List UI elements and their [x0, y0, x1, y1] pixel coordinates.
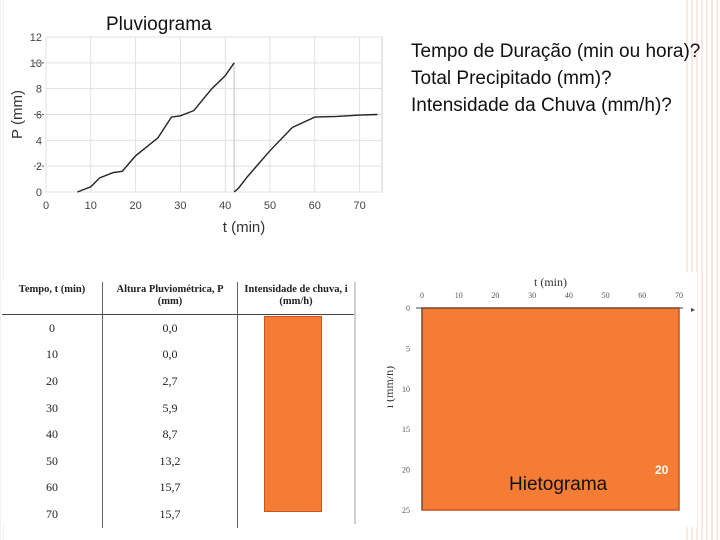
header-time: Tempo, t (min) [2, 282, 103, 315]
y-tick-label: 2 [36, 161, 42, 173]
intensity-answer-box [264, 316, 322, 512]
hietograma-fill-area [421, 307, 680, 511]
data-table: Tempo, t (min) Altura Pluviométrica, P (… [2, 282, 354, 528]
x-axis-arrow: ▸ [691, 305, 695, 314]
y-tick-label: 6 [36, 110, 42, 122]
y-tick-label: 0 [406, 304, 410, 313]
x-axis-label: t (min) [223, 219, 266, 236]
y-tick-label: 20 [402, 466, 410, 475]
cell-time: 30 [2, 394, 103, 422]
y-tick-label: 10 [402, 385, 410, 394]
y-axis-label: P (mm) [9, 90, 26, 139]
hietograma-label: Hietograma [509, 474, 608, 495]
x-tick-label: 0 [43, 200, 49, 212]
cell-height: 0,0 [102, 314, 238, 342]
y-tick-label: 0 [36, 187, 42, 199]
table-shadow-decor [354, 282, 356, 524]
table-row: 0 0,0 [2, 314, 354, 342]
x-tick-label: 30 [528, 291, 536, 300]
x-tick-label: 50 [602, 291, 610, 300]
cell-height: 0,0 [102, 341, 238, 369]
header-intensity: Intensidade de chuva, i (mm/h) [237, 282, 354, 315]
cell-time: 70 [2, 501, 103, 528]
table-row: 40 8,7 [2, 421, 354, 448]
cell-time: 20 [2, 368, 103, 395]
table-header-row: Tempo, t (min) Altura Pluviométrica, P (… [2, 282, 354, 315]
y-tick-label: 4 [36, 135, 42, 147]
x-tick-label: 40 [219, 200, 231, 212]
series-line-1 [77, 62, 235, 193]
y-tick-label: 15 [402, 425, 410, 434]
pluviograma-title: Pluviograma [104, 14, 214, 36]
table-row: 50 13,2 [2, 447, 354, 475]
series-line-2 [233, 113, 378, 193]
x-tick-label: 60 [638, 291, 646, 300]
question-total: Total Precipitado (mm)? [411, 68, 612, 89]
header-height: Altura Pluviométrica, P (mm) [102, 282, 238, 315]
cell-time: 40 [2, 421, 103, 448]
x-tick-label: 20 [129, 200, 141, 212]
cell-time: 10 [2, 341, 103, 369]
cell-time: 60 [2, 474, 103, 502]
x-tick-label: 20 [491, 291, 499, 300]
x-tick-label: 50 [264, 200, 276, 212]
cell-height: 15,7 [102, 501, 238, 528]
cell-height: 5,9 [102, 394, 238, 422]
hietograma-panel: ▸ 0 10 20 30 40 50 60 70 0 5 10 15 20 25 t (min) i (mm/h… [387, 272, 697, 527]
y-tick-label: 10 [30, 58, 42, 70]
table-row: 60 15,7 [2, 474, 354, 502]
x-tick-label: 10 [455, 291, 463, 300]
y-tick-label: 12 [30, 32, 42, 44]
questions-text: Tempo de Duração (min ou hora)? Total Pr… [411, 38, 701, 119]
x-tick-label: 60 [309, 200, 321, 212]
x-tick-label: 40 [565, 291, 573, 300]
table-row: 30 5,9 [2, 394, 354, 422]
x-tick-label: 70 [675, 291, 683, 300]
cell-time: 50 [2, 447, 103, 475]
data-table-panel: Tempo, t (min) Altura Pluviométrica, P (… [2, 282, 354, 528]
cell-height: 2,7 [102, 368, 238, 395]
x-tick-label: 70 [353, 200, 365, 212]
x-axis-label: t (min) [534, 275, 567, 289]
y-axis-label: i (mm/h) [387, 366, 396, 408]
slide-number: 20 [655, 463, 669, 477]
y-tick-label: 8 [36, 84, 42, 96]
cell-height: 8,7 [102, 421, 238, 448]
left-decor [0, 0, 6, 540]
y-tick-label: 25 [402, 506, 410, 515]
x-tick-label: 10 [85, 200, 97, 212]
y-tick-label: 5 [406, 344, 410, 353]
table-row: 10 0,0 [2, 341, 354, 369]
question-intensity: Intensidade da Chuva (mm/h)? [411, 95, 672, 116]
cell-height: 15,7 [102, 474, 238, 502]
cell-time: 0 [2, 314, 103, 342]
table-row: 70 15,7 [2, 501, 354, 528]
table-row: 20 2,7 [2, 368, 354, 395]
cell-height: 13,2 [102, 447, 238, 475]
hietograma-chart: ▸ 0 10 20 30 40 50 60 70 0 5 10 15 20 25 t (min) i (mm/h… [387, 272, 697, 527]
x-tick-label: 30 [174, 200, 186, 212]
x-tick-label: 0 [420, 291, 424, 300]
question-duration: Tempo de Duração (min ou hora)? [411, 41, 701, 62]
pluviograma-chart: 0 10 20 30 40 50 60 70 0 2 4 6 8 10 12 t (min) P (mm) [9, 32, 383, 236]
